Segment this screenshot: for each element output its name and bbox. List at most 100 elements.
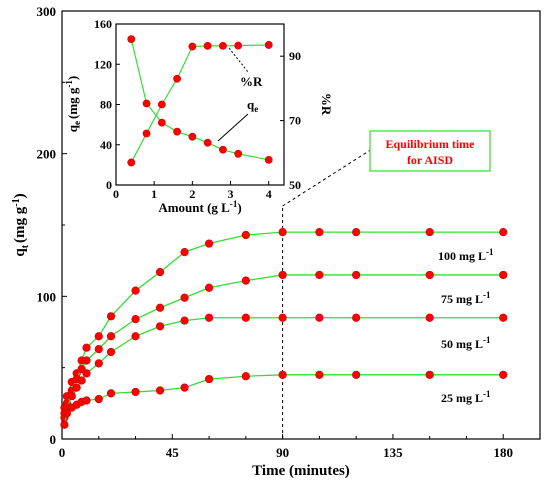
- data-point-series-1: [94, 345, 103, 354]
- data-point-series-3: [180, 383, 189, 392]
- data-point-series-2: [241, 313, 250, 322]
- main-axis-ticks: [61, 10, 541, 440]
- data-point-series-1: [241, 276, 250, 285]
- data-point-series-1: [425, 270, 434, 280]
- main-y-tick-label: 300: [37, 4, 57, 19]
- main-x-tick-label: 180: [493, 445, 513, 460]
- series-label-25: 25 mg L-1: [441, 389, 491, 405]
- inset-axis-ticks: [115, 23, 284, 186]
- main-y-tick-label: 0: [50, 432, 57, 447]
- data-point-series-2: [106, 347, 116, 357]
- data-point-series-2: [278, 313, 287, 322]
- equilibrium-callout-line2: for AISD: [407, 153, 453, 167]
- series-label-50: 50 mg L-1: [441, 335, 491, 351]
- main-x-tick-label: 0: [59, 445, 66, 460]
- inset-data-point-series-0: [127, 35, 136, 43]
- inset-r-label-leader: [228, 47, 249, 73]
- data-point-series-2: [77, 376, 86, 385]
- inset-data-point-series-0: [173, 127, 181, 136]
- inset-x-tick-label: 2: [189, 187, 195, 201]
- inset-left-y-tick-label: 160: [94, 17, 112, 31]
- data-point-series-3: [241, 372, 250, 381]
- data-point-series-1: [499, 270, 508, 280]
- main-series-group: [60, 228, 508, 429]
- inset-right-y-tick-label: 90: [289, 49, 301, 63]
- data-point-series-3: [60, 420, 69, 429]
- inset-left-y-axis-title: qe(mg g-1): [64, 76, 82, 133]
- inset-qe-series-label: qe: [247, 97, 258, 114]
- inset-x-tick-label: 0: [113, 187, 119, 201]
- main-x-tick-label: 90: [276, 445, 289, 460]
- inset-data-point-series-1: [188, 42, 197, 51]
- inset-data-point-series-1: [264, 41, 273, 49]
- inset-data-point-series-0: [264, 155, 273, 164]
- data-point-series-0: [499, 228, 508, 237]
- inset-right-y-tick-label: 50: [289, 178, 301, 192]
- data-point-series-3: [62, 409, 72, 418]
- data-point-series-0: [241, 230, 250, 240]
- data-point-series-2: [94, 359, 103, 368]
- equilibrium-callout-box: [369, 130, 491, 172]
- main-x-tick-label: 45: [166, 445, 180, 460]
- inset-data-point-series-1: [219, 41, 227, 50]
- inset-data-point-series-1: [203, 41, 212, 50]
- main-y-axis-title: qt(mg g-1): [11, 193, 31, 256]
- data-point-series-0: [315, 228, 324, 237]
- data-point-series-3: [352, 370, 361, 379]
- series-line-3: [63, 374, 504, 425]
- data-point-series-1: [315, 270, 324, 280]
- inset-data-point-series-1: [142, 129, 151, 138]
- data-point-series-2: [131, 332, 140, 341]
- inset-left-y-tick-label: 40: [100, 138, 112, 152]
- data-point-series-2: [72, 383, 81, 392]
- inset-data-point-series-0: [157, 118, 166, 127]
- inset-data-point-series-0: [234, 149, 243, 158]
- series-label-75: 75 mg L-1: [441, 290, 491, 306]
- data-point-series-2: [425, 313, 434, 322]
- data-point-series-0: [106, 312, 116, 321]
- inset-qe-label-leader: [217, 113, 249, 142]
- inset-x-tick-label: 1: [151, 187, 157, 201]
- data-point-series-2: [180, 316, 189, 325]
- data-point-series-2: [499, 313, 508, 322]
- main-x-axis-title: Time (minutes): [252, 463, 350, 479]
- inset-data-point-series-0: [219, 145, 227, 154]
- data-point-series-3: [82, 396, 91, 405]
- series-line-2: [63, 317, 504, 418]
- data-point-series-0: [94, 332, 103, 341]
- data-point-series-2: [352, 313, 361, 322]
- data-point-series-1: [106, 332, 116, 341]
- main-y-tick-label: 100: [37, 289, 57, 304]
- inset-data-point-series-0: [203, 138, 212, 147]
- inset-x-tick-label: 4: [266, 187, 272, 201]
- inset-data-point-series-1: [234, 41, 243, 50]
- data-point-series-1: [278, 270, 287, 280]
- data-point-series-2: [315, 313, 324, 322]
- inset-left-y-tick-label: 0: [106, 178, 112, 192]
- data-point-series-0: [204, 239, 214, 248]
- data-point-series-3: [315, 370, 324, 379]
- data-point-series-2: [155, 322, 165, 331]
- data-point-series-0: [82, 343, 91, 352]
- data-point-series-3: [106, 389, 116, 398]
- data-point-series-3: [425, 370, 434, 379]
- data-point-series-3: [94, 394, 103, 404]
- data-point-series-1: [155, 303, 165, 312]
- inset-background: [116, 24, 284, 185]
- data-point-series-0: [180, 248, 189, 257]
- data-point-series-0: [131, 286, 140, 295]
- data-point-series-0: [155, 267, 165, 277]
- inset-left-y-tick-label: 80: [100, 98, 112, 112]
- inset-data-point-series-1: [173, 74, 181, 83]
- data-point-series-3: [131, 387, 140, 397]
- series-label-100: 100 mg L-1: [438, 247, 494, 263]
- equilibrium-callout-line1: Equilibrium time: [385, 137, 475, 151]
- data-point-series-3: [499, 370, 508, 379]
- main-y-tick-label: 200: [37, 147, 57, 162]
- data-point-series-0: [352, 228, 361, 237]
- data-point-series-2: [67, 392, 76, 401]
